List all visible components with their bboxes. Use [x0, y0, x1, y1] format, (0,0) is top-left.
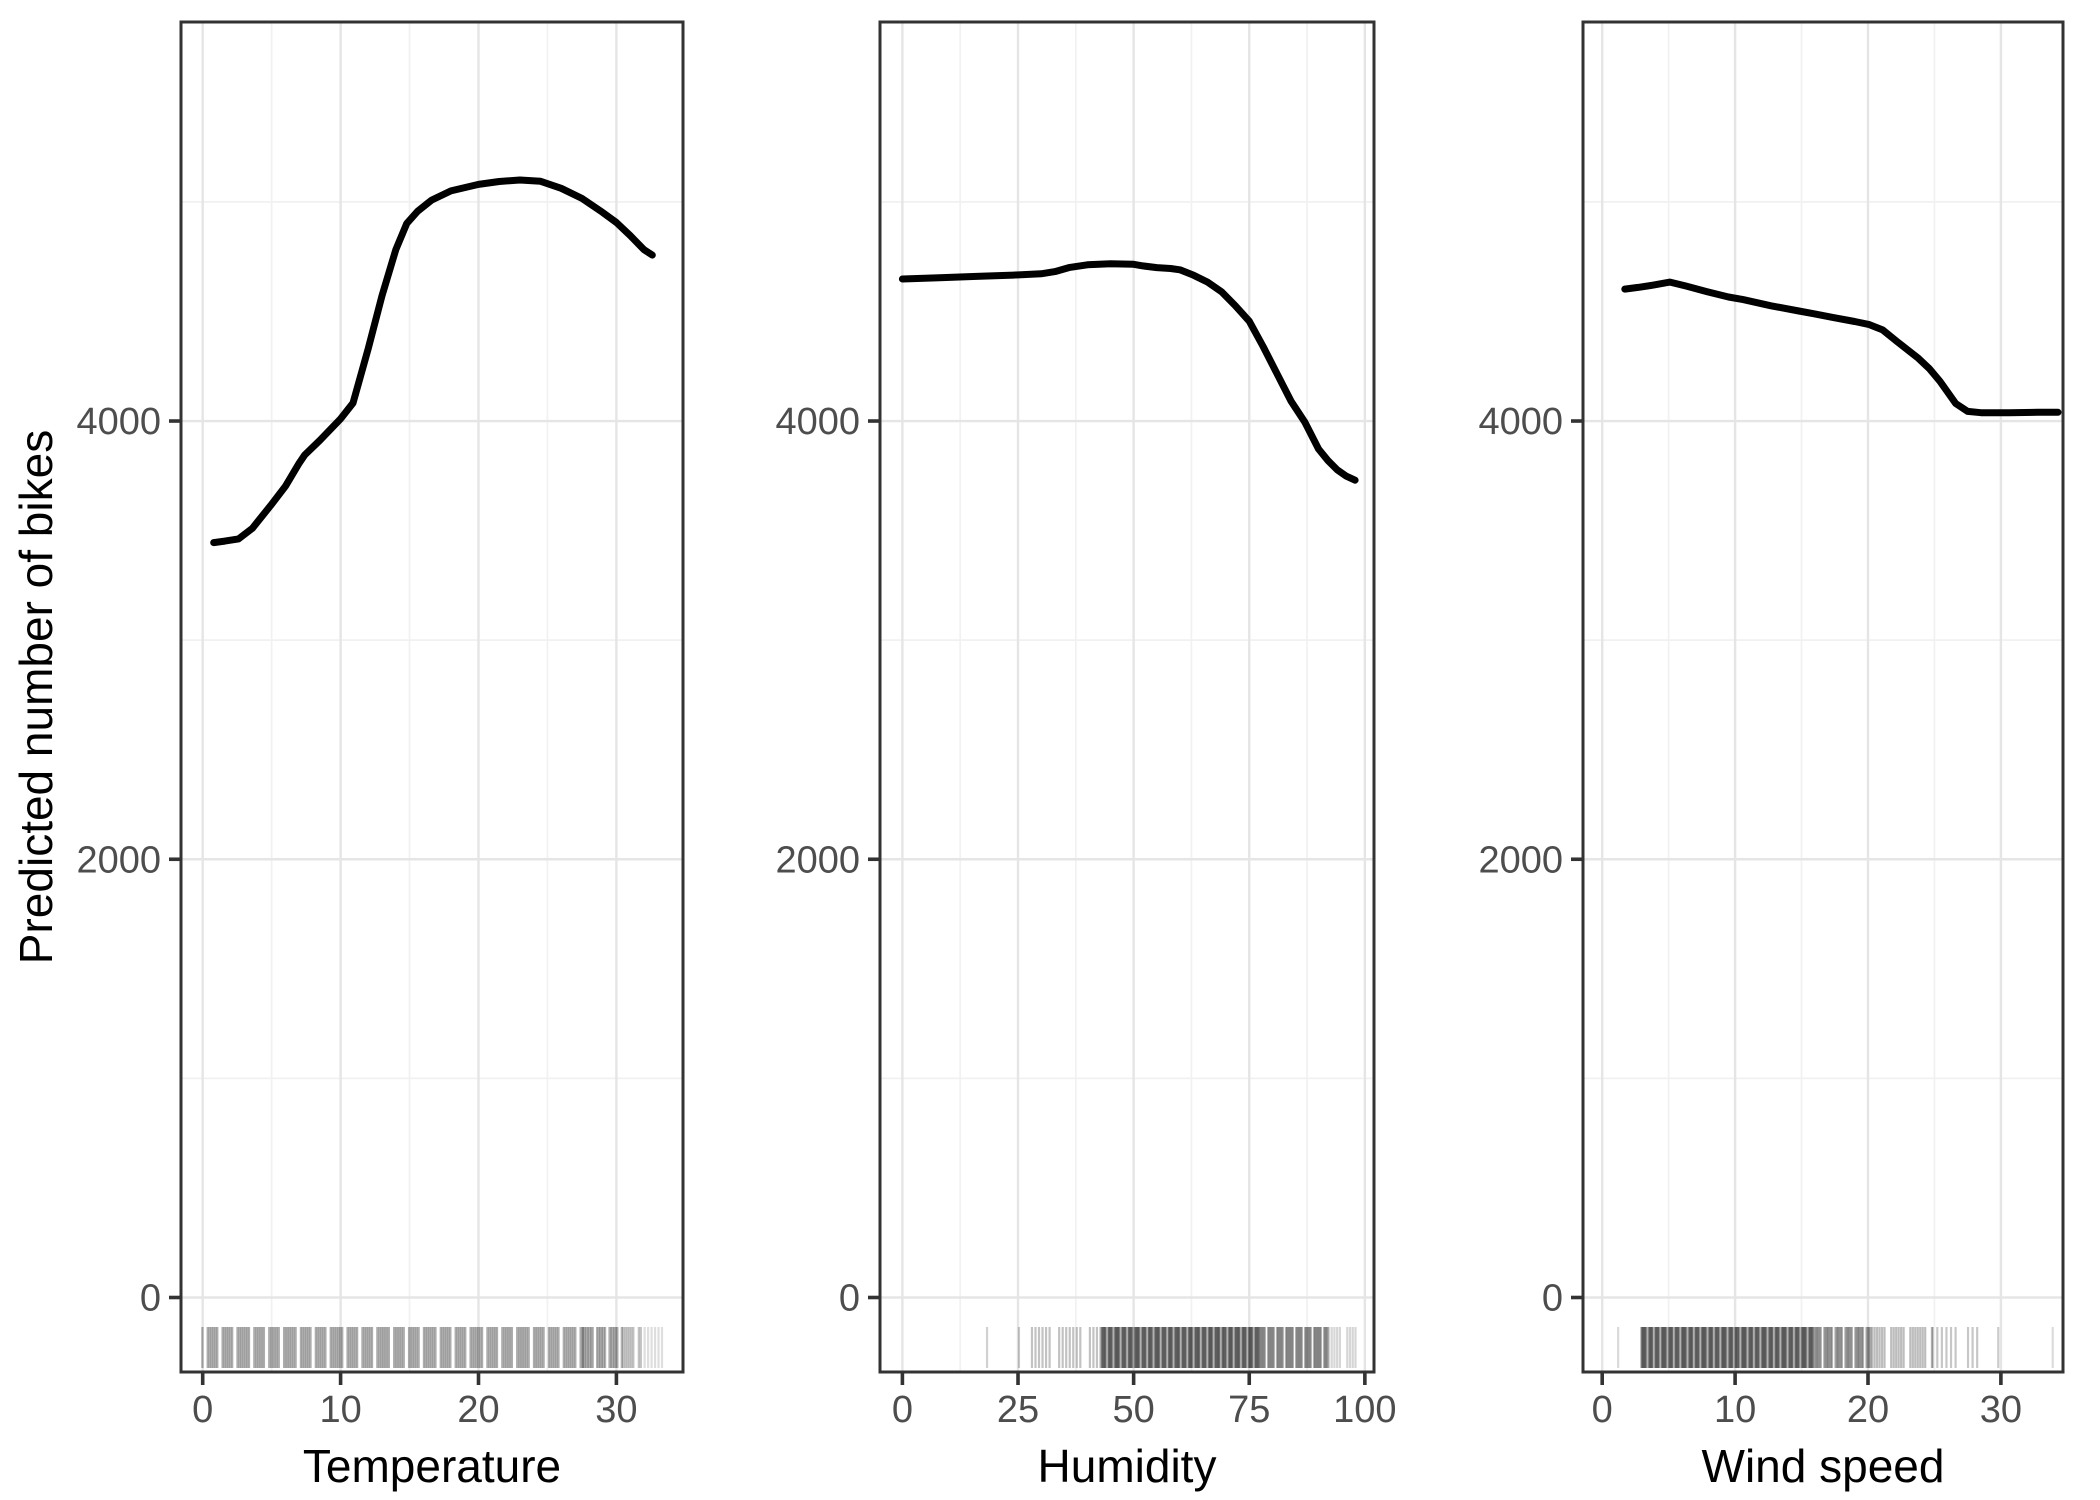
- panel-border: [1581, 20, 2065, 1374]
- pdp-line-humidity: [898, 260, 1359, 484]
- x-tick-label: 75: [1228, 1389, 1270, 1431]
- rug-temperature: [201, 1327, 664, 1368]
- x-tick-label: 10: [1714, 1389, 1756, 1431]
- rug-wind-speed: [1617, 1327, 2054, 1368]
- y-tick-label: 4000: [1478, 401, 1563, 443]
- panel-border: [179, 20, 685, 1374]
- x-tick-label: 20: [1847, 1389, 1889, 1431]
- y-tick-label: 2000: [76, 839, 161, 881]
- panel-border: [878, 20, 1376, 1374]
- y-tick-label: 4000: [775, 401, 860, 443]
- x-tick-label: 30: [1980, 1389, 2022, 1431]
- x-tick-label: 20: [457, 1389, 499, 1431]
- y-axis-title: Predicted number of bikes: [10, 429, 62, 965]
- panel-background: [181, 22, 683, 1372]
- x-tick-label: 100: [1333, 1389, 1396, 1431]
- x-tick-label: 0: [892, 1389, 913, 1431]
- y-tick-label: 0: [1542, 1278, 1563, 1320]
- y-tick-label: 2000: [1478, 839, 1563, 881]
- y-tick-label: 0: [839, 1278, 860, 1320]
- x-tick-label: 0: [192, 1389, 213, 1431]
- pdp-line-wind-speed: [1621, 278, 2062, 417]
- pdp-line-temperature: [210, 176, 656, 547]
- x-tick-label: 50: [1112, 1389, 1154, 1431]
- x-tick-label: 0: [1592, 1389, 1613, 1431]
- x-axis-title-temperature: Temperature: [303, 1440, 561, 1492]
- y-tick-label: 4000: [76, 401, 161, 443]
- y-tick-label: 2000: [775, 839, 860, 881]
- x-tick-label: 10: [319, 1389, 361, 1431]
- y-tick-label: 0: [140, 1278, 161, 1320]
- panel-humidity: 0 25 50 75 100 0 2000 4000 Humidity: [775, 20, 1397, 1492]
- x-tick-label: 30: [595, 1389, 637, 1431]
- x-axis-title-wind-speed: Wind speed: [1702, 1440, 1945, 1492]
- x-axis-title-humidity: Humidity: [1038, 1440, 1217, 1492]
- rug-humidity: [985, 1327, 1357, 1368]
- panel-background: [880, 22, 1374, 1372]
- x-tick-label: 25: [997, 1389, 1039, 1431]
- panel-wind-speed: 0 10 20 30 0 2000 4000 Wind speed: [1478, 20, 2065, 1492]
- panel-temperature: 0 10 20 30 0 2000 4000 Temperature: [76, 20, 685, 1492]
- panel-background: [1583, 22, 2063, 1372]
